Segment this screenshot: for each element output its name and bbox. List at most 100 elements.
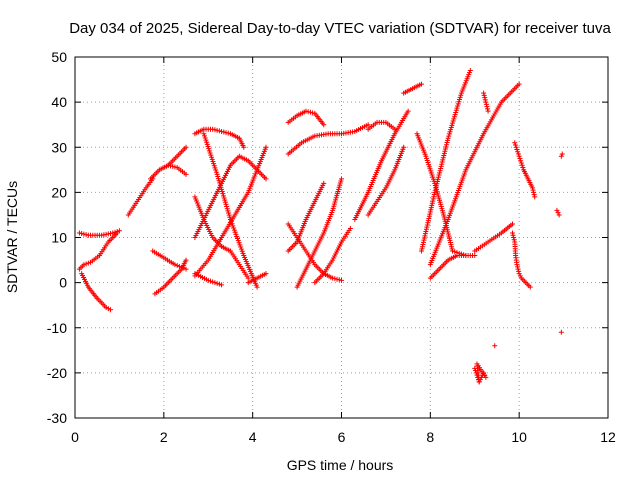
data-point [392, 126, 398, 132]
data-point [472, 253, 478, 259]
data-point [214, 127, 220, 133]
data-point [516, 153, 522, 159]
data-point [531, 189, 537, 195]
data-point [112, 229, 118, 235]
data-point [81, 231, 87, 237]
data-point [207, 278, 213, 284]
series-arc-28 [427, 253, 478, 281]
data-point [79, 231, 85, 237]
data-point [176, 263, 182, 269]
x-tick-label: 4 [249, 429, 257, 445]
series-arc-08 [152, 257, 189, 297]
series-arc-14 [192, 271, 225, 288]
data-point [172, 262, 178, 268]
data-point [263, 144, 269, 150]
data-point [558, 153, 564, 159]
data-point [518, 160, 524, 166]
data-point [515, 264, 521, 270]
series-arc-18 [294, 176, 344, 290]
data-point [108, 307, 114, 313]
data-point [418, 81, 424, 87]
series-arc-16 [285, 108, 327, 128]
data-point [321, 122, 327, 128]
data-point [531, 192, 537, 198]
data-point [212, 127, 218, 133]
series-arc-24 [365, 144, 407, 218]
data-point [510, 230, 516, 236]
series-arc-27 [414, 131, 469, 259]
data-point [332, 276, 338, 282]
series-arc-26 [418, 68, 473, 254]
data-point [219, 282, 225, 288]
series-arc-20 [285, 180, 327, 254]
data-point [527, 284, 533, 290]
grid [75, 57, 608, 418]
x-tick-label: 10 [511, 429, 527, 445]
data-point [365, 122, 371, 128]
series-arc-37 [492, 343, 498, 349]
data-point [85, 260, 91, 266]
data-point [116, 228, 122, 234]
data-point [263, 271, 269, 277]
data-point [482, 97, 488, 103]
data-point [529, 185, 535, 191]
data-point [515, 151, 521, 157]
series-arc-21 [312, 225, 353, 286]
series-arc-25 [401, 81, 424, 96]
data-point [210, 279, 216, 285]
data-point [303, 108, 309, 114]
data-point [310, 110, 316, 116]
data-point [481, 90, 487, 96]
data-point [221, 129, 227, 135]
data-point [241, 144, 247, 150]
chart-title: Day 034 of 2025, Sidereal Day-to-day VTE… [69, 20, 611, 37]
y-axis-label: SDTVAR / TECUs [4, 181, 20, 293]
y-tick-label: 20 [51, 184, 67, 200]
y-tick-label: 0 [59, 275, 67, 291]
x-tick-label: 6 [338, 429, 346, 445]
data-point [554, 207, 560, 213]
data-point [334, 276, 340, 282]
data-point [105, 306, 111, 312]
series-arc-15 [245, 271, 269, 286]
data-point [83, 261, 89, 267]
data-point [254, 284, 260, 290]
series-arc-29 [427, 81, 522, 268]
data-point [555, 210, 561, 216]
data-point [405, 108, 411, 114]
data-point [205, 277, 211, 283]
series-arc-12 [201, 131, 260, 290]
axis-ticks: 0 2 4 6 8 10 12 -30 -20 -10 0 10 20 30 40 50 [47, 49, 616, 445]
data-point [183, 171, 189, 177]
y-tick-label: 30 [51, 139, 67, 155]
data-point [401, 144, 407, 150]
data-point [511, 237, 517, 243]
data-point [83, 232, 89, 238]
data-point [223, 130, 229, 136]
data-point [174, 262, 180, 268]
data-point [336, 277, 342, 283]
data-point [210, 126, 216, 132]
data-point [170, 163, 176, 169]
series-arc-03 [79, 271, 114, 313]
data-point [307, 109, 313, 115]
data-point [556, 212, 562, 218]
series-arc-38 [472, 361, 489, 385]
series-arc-33 [510, 230, 533, 290]
data-point [517, 156, 523, 162]
y-tick-label: -20 [47, 365, 67, 381]
data-point [330, 275, 336, 281]
data-point [516, 81, 522, 87]
data-point [219, 128, 225, 134]
data-point [214, 280, 220, 286]
data-point [559, 151, 565, 157]
data-point [512, 142, 518, 148]
data-point [183, 266, 189, 272]
series-arc-36 [558, 329, 564, 335]
data-point [183, 257, 189, 263]
data-point [485, 106, 491, 112]
data-point [183, 144, 189, 150]
x-tick-label: 8 [426, 429, 434, 445]
data-point [515, 266, 521, 272]
data-point [516, 271, 522, 277]
